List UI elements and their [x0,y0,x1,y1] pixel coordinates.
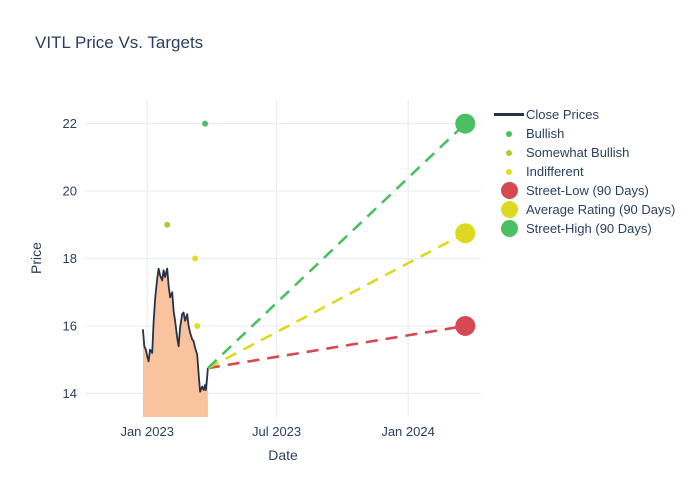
legend-label: Somewhat Bullish [526,145,630,160]
x-axis-title: Date [268,447,298,463]
legend-dot-icon [492,168,526,175]
rating-dot-bullish [202,120,209,127]
legend-big-dot-icon [492,201,526,218]
legend-label: Bullish [526,126,565,141]
legend-swatch [500,182,518,199]
target-line-average-rating-90-days [207,232,466,370]
chart-title: VITL Price Vs. Targets [35,33,204,52]
legend-swatch [500,220,518,237]
rating-dot-somewhat-bullish [164,221,171,228]
legend-swatch [494,113,524,116]
target-marker-average-rating-90-days [455,223,476,244]
rating-dot-indifferent [194,322,201,329]
y-tick-label-14: 14 [63,386,77,401]
legend-label: Street-High (90 Days) [526,221,652,236]
y-tick-label-20: 20 [63,184,77,199]
x-tick-label-jul-2023: Jul 2023 [252,424,301,439]
x-tick-label-jan-2023: Jan 2023 [120,424,174,439]
target-line-street-low-90-days [207,324,466,370]
legend-item-average-rating-90-days[interactable]: Average Rating (90 Days) [492,200,675,219]
legend-item-close-prices[interactable]: Close Prices [492,105,675,124]
legend-item-somewhat-bullish[interactable]: Somewhat Bullish [492,143,675,162]
legend-item-street-low-90-days[interactable]: Street-Low (90 Days) [492,181,675,200]
rating-dot-indifferent [192,255,199,262]
legend-label: Close Prices [526,107,599,122]
legend-label: Indifferent [526,164,584,179]
legend-dot-icon [492,130,526,137]
target-marker-street-high-90-days [455,113,476,134]
legend-item-indifferent[interactable]: Indifferent [492,162,675,181]
legend-item-bullish[interactable]: Bullish [492,124,675,143]
target-marker-street-low-90-days [455,315,476,336]
legend-item-street-high-90-days[interactable]: Street-High (90 Days) [492,219,675,238]
y-axis-title: Price [28,242,44,274]
legend-swatch [506,130,512,137]
y-tick-label-16: 16 [63,318,77,333]
legend-big-dot-icon [492,220,526,237]
x-tick-label-jan-2024: Jan 2024 [381,424,435,439]
y-tick-label-18: 18 [63,251,77,266]
legend-swatch [506,149,512,156]
legend-line-icon [492,113,526,116]
y-tick-label-22: 22 [63,116,77,131]
legend-big-dot-icon [492,182,526,199]
legend-swatch [506,168,512,175]
legend: Close Prices Bullish Somewhat Bullish Indif… [492,105,675,238]
close-price-fill [142,268,208,417]
legend-label: Average Rating (90 Days) [526,202,676,217]
legend-label: Street-Low (90 Days) [526,183,649,198]
close-price-line [142,267,209,393]
legend-dot-icon [492,149,526,156]
legend-swatch [500,201,518,218]
